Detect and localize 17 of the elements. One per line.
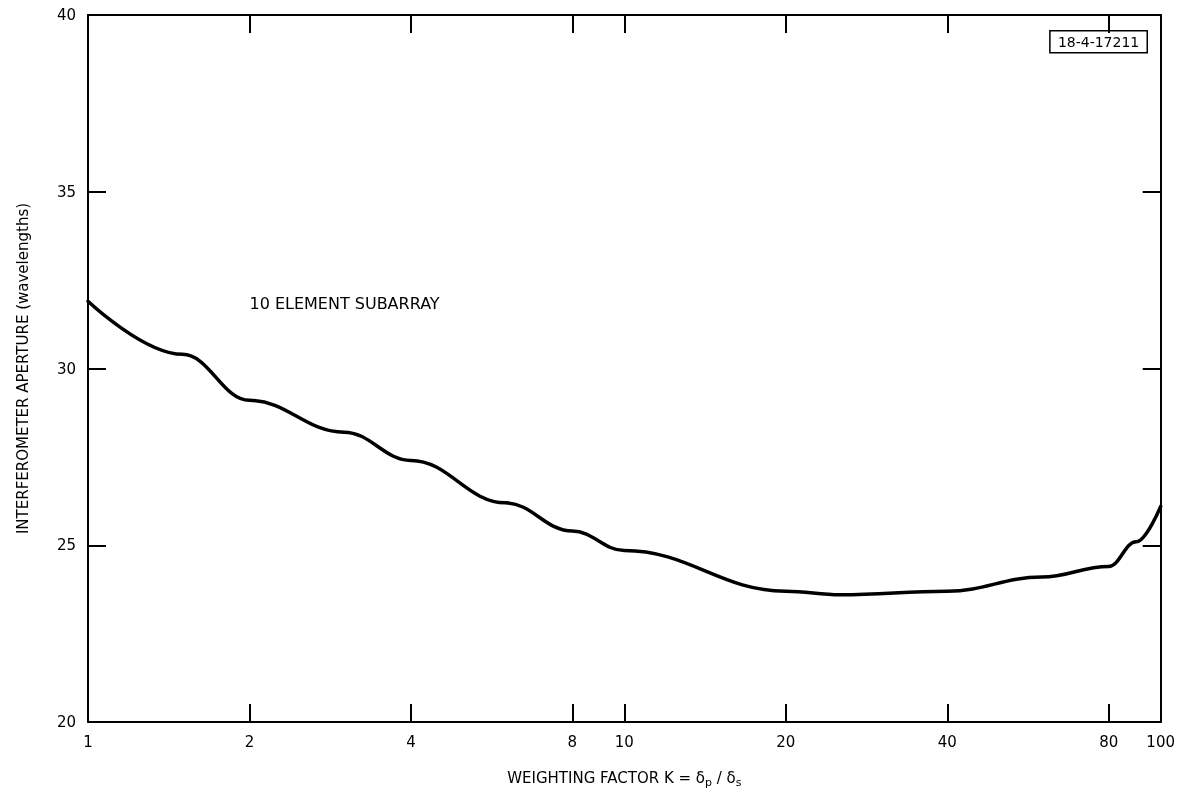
y-tick-label: 40 — [56, 6, 76, 24]
x-tick-label: 100 — [1146, 732, 1176, 751]
x-tick-label: 80 — [1099, 732, 1119, 751]
y-tick-label: 25 — [56, 536, 76, 555]
x-tick-label: 8 — [567, 732, 578, 751]
y-tick-label: 20 — [56, 713, 76, 731]
x-tick-label: 2 — [244, 732, 255, 751]
y-tick-label: 30 — [56, 359, 76, 378]
x-tick-label: 1 — [83, 732, 93, 751]
x-tick-label: 10 — [614, 732, 634, 751]
annotation: 18-4-17211 — [1057, 33, 1140, 50]
x-tick-label: 4 — [406, 732, 416, 751]
y-tick-label: 35 — [56, 182, 76, 201]
x-tick-label: 20 — [776, 732, 796, 751]
y-axis-title: INTERFEROMETER APERTURE (wavelengths) — [13, 202, 32, 535]
text: 10 ELEMENT SUBARRAY — [249, 293, 440, 313]
x-tick-label: 40 — [937, 732, 957, 751]
